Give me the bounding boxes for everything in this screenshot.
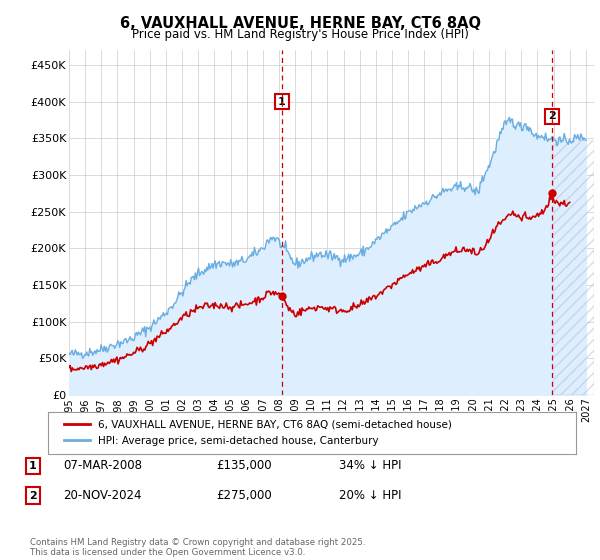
Text: 6, VAUXHALL AVENUE, HERNE BAY, CT6 8AQ: 6, VAUXHALL AVENUE, HERNE BAY, CT6 8AQ [119,16,481,31]
Text: 07-MAR-2008: 07-MAR-2008 [63,459,142,473]
Legend: 6, VAUXHALL AVENUE, HERNE BAY, CT6 8AQ (semi-detached house), HPI: Average price: 6, VAUXHALL AVENUE, HERNE BAY, CT6 8AQ (… [58,414,457,451]
Text: 2: 2 [29,491,37,501]
Text: 20-NOV-2024: 20-NOV-2024 [63,489,142,502]
Text: 20% ↓ HPI: 20% ↓ HPI [339,489,401,502]
Text: £135,000: £135,000 [216,459,272,473]
Text: 1: 1 [29,461,37,471]
Text: Price paid vs. HM Land Registry's House Price Index (HPI): Price paid vs. HM Land Registry's House … [131,28,469,41]
Text: 1: 1 [278,97,286,107]
Text: £275,000: £275,000 [216,489,272,502]
Text: 34% ↓ HPI: 34% ↓ HPI [339,459,401,473]
Text: 2: 2 [548,111,556,122]
Text: Contains HM Land Registry data © Crown copyright and database right 2025.
This d: Contains HM Land Registry data © Crown c… [30,538,365,557]
